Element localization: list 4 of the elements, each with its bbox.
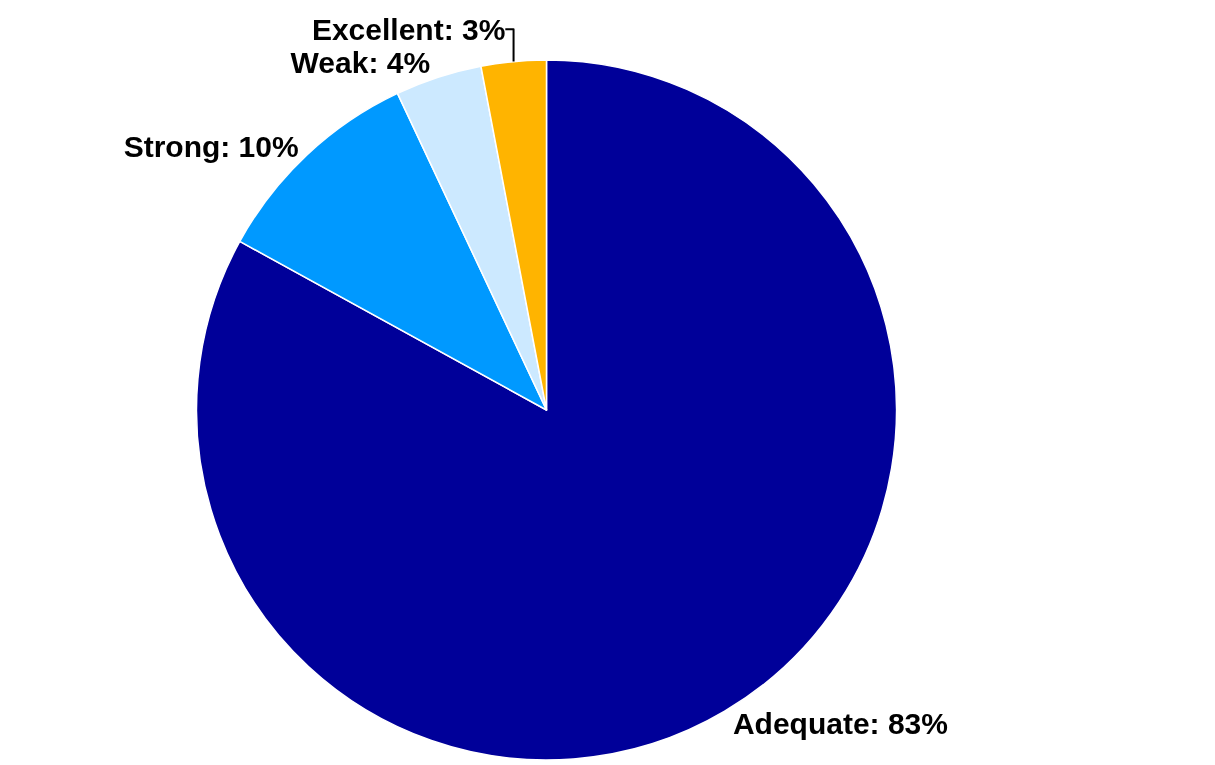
- slice-label: Adequate: 83%: [732, 706, 948, 740]
- slice-label: Strong: 10%: [123, 129, 299, 163]
- slice-label: Excellent: 3%: [311, 12, 506, 46]
- slice-label: Weak: 4%: [290, 45, 431, 79]
